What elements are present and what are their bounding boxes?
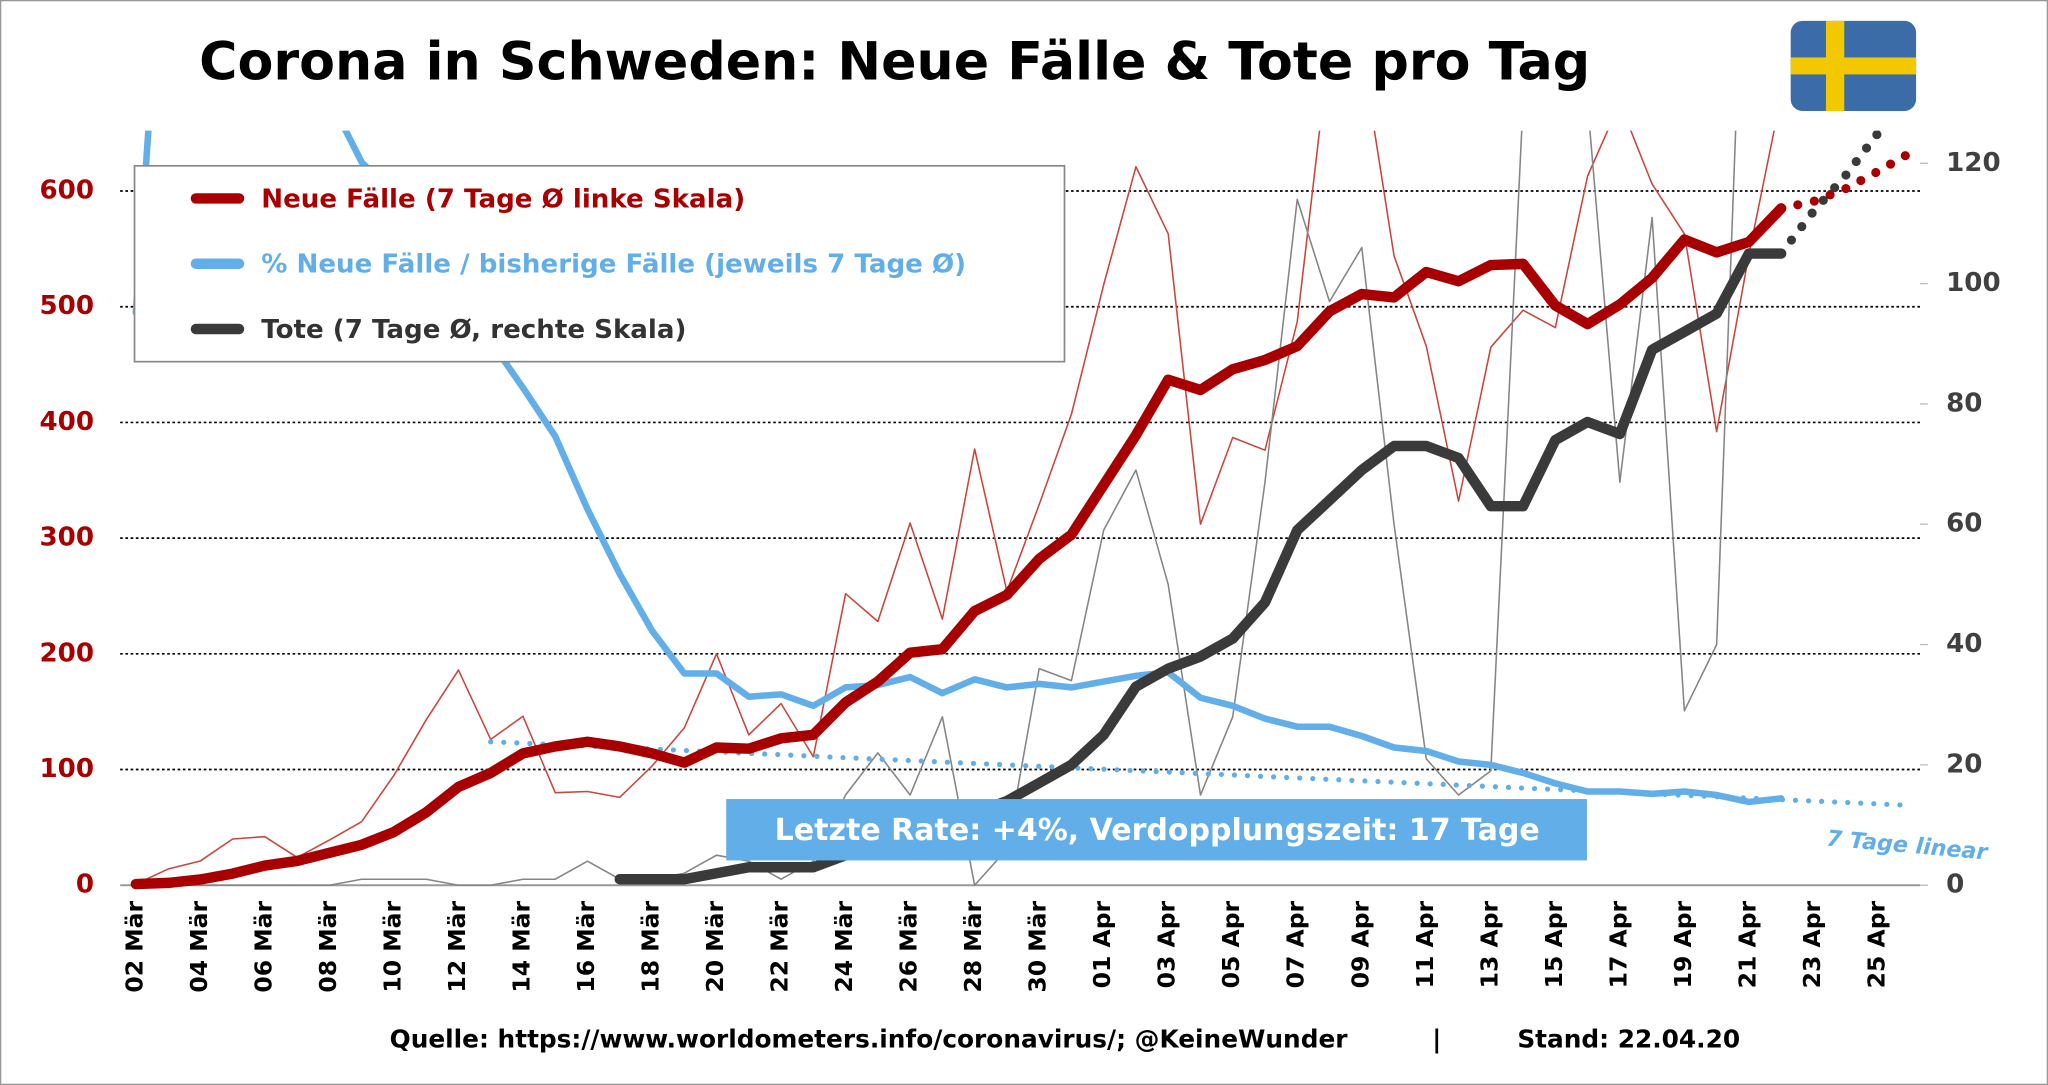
series-line xyxy=(130,203,1787,890)
x-tick-label: 05 Apr xyxy=(1217,900,1245,988)
y2-tick-label: 0 xyxy=(1946,870,1964,900)
y-tick-label: 0 xyxy=(76,870,94,900)
x-tick-label: 02 Mär xyxy=(120,900,148,992)
x-tick-label: 22 Mär xyxy=(766,900,794,992)
x-tick-label: 20 Mär xyxy=(701,900,729,992)
x-tick-label: 16 Mär xyxy=(572,900,600,992)
x-tick-label: 11 Apr xyxy=(1411,900,1439,988)
annotation: Letzte Rate: +4%, Verdopplungszeit: 17 T… xyxy=(775,813,1540,848)
daily-line xyxy=(135,130,1775,885)
series-line xyxy=(614,248,1787,885)
x-tick-label: 17 Apr xyxy=(1604,900,1632,988)
footer-text: Quelle: https://www.worldometers.info/co… xyxy=(390,1025,1349,1054)
y2-tick-label: 60 xyxy=(1946,509,1982,539)
projection-line xyxy=(1776,148,1915,213)
y-tick-label: 500 xyxy=(40,291,95,321)
flag xyxy=(1790,20,1917,111)
x-tick-label: 23 Apr xyxy=(1798,900,1826,988)
annotation-box xyxy=(726,799,1587,861)
legend-box xyxy=(133,164,1066,363)
y2-tick-label: 100 xyxy=(1946,268,2001,298)
x-tick-label: 03 Apr xyxy=(1153,900,1181,988)
legend-label: % Neue Fälle / bisherige Fälle (jeweils … xyxy=(261,250,966,280)
x-tick-label: 10 Mär xyxy=(378,900,406,992)
x-tick-label: 30 Mär xyxy=(1024,900,1052,992)
y-tick-label: 600 xyxy=(40,176,95,206)
daily-line xyxy=(135,130,1737,887)
chart-title: Corona in Schweden: Neue Fälle & Tote pr… xyxy=(199,32,1590,92)
y-tick-label: 200 xyxy=(40,638,95,668)
x-tick-label: 04 Mär xyxy=(185,900,213,992)
y2-tick-label: 120 xyxy=(1946,148,2001,178)
x-tick-label: 18 Mär xyxy=(637,900,665,992)
y2-tick-label: 40 xyxy=(1946,629,1982,659)
legend-label: Neue Fälle (7 Tage Ø linke Skala) xyxy=(261,184,745,214)
legend-label: Tote (7 Tage Ø, rechte Skala) xyxy=(261,315,686,345)
x-tick-label: 07 Apr xyxy=(1282,900,1310,988)
footer-text: Stand: 22.04.20 xyxy=(1517,1025,1740,1054)
x-tick-label: 26 Mär xyxy=(895,900,923,992)
x-tick-label: 15 Apr xyxy=(1540,900,1568,988)
x-tick-label: 01 Apr xyxy=(1088,900,1116,988)
y2-tick-label: 20 xyxy=(1946,749,1982,779)
y-tick-label: 400 xyxy=(40,407,95,437)
x-tick-label: 13 Apr xyxy=(1475,900,1503,988)
x-tick-label: 28 Mär xyxy=(959,900,987,992)
x-tick-label: 06 Mär xyxy=(249,900,277,992)
footer-text: | xyxy=(1432,1025,1441,1054)
x-tick-label: 19 Apr xyxy=(1669,900,1697,988)
y-tick-label: 300 xyxy=(40,523,95,553)
x-tick-label: 14 Mär xyxy=(507,900,535,992)
x-tick-label: 08 Mär xyxy=(314,900,342,992)
x-tick-label: 12 Mär xyxy=(443,900,471,992)
x-tick-label: 25 Apr xyxy=(1862,900,1890,988)
x-tick-label: 24 Mär xyxy=(830,900,858,992)
y-tick-label: 100 xyxy=(40,754,95,784)
y2-tick-label: 80 xyxy=(1946,388,1982,418)
x-tick-label: 09 Apr xyxy=(1346,900,1374,988)
x-tick-label: 21 Apr xyxy=(1733,900,1761,988)
